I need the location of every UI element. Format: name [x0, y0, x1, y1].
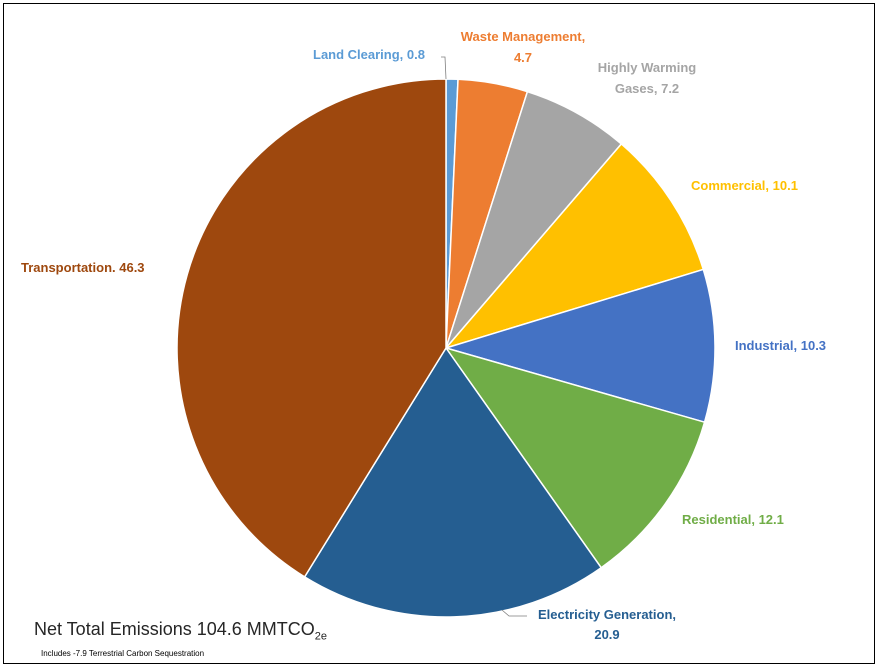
label-line: Land Clearing, 0.8	[313, 47, 425, 62]
net-total-subscript: 2e	[314, 630, 328, 643]
slice-transportation	[176, 78, 447, 578]
label-residential: Residential, 12.1	[682, 512, 784, 527]
net-total-annotation: Net Total Emissions 104.6 MMTCO2e	[34, 619, 327, 643]
label-highly-warming-gases: Highly Warming Gases, 7.2	[598, 60, 697, 96]
label-line: Waste Management,	[461, 29, 586, 44]
label-line: Residential, 12.1	[682, 512, 784, 527]
chart-frame: Land Clearing, 0.8 Waste Management, 4.7 Hi…	[3, 3, 875, 664]
labels-layer: Land Clearing, 0.8 Waste Management, 4.7 Hi…	[21, 29, 826, 642]
label-line: Gases, 7.2	[615, 81, 679, 96]
slices-layer	[176, 78, 716, 618]
label-line: Electricity Generation,	[538, 607, 676, 622]
label-land-clearing: Land Clearing, 0.8	[313, 47, 425, 62]
slice-industrial	[443, 268, 716, 424]
leader-electricity-generation	[501, 609, 527, 617]
net-total-text: Net Total Emissions 104.6 MMTCO	[34, 619, 315, 639]
slice-residential	[444, 346, 706, 569]
leader-land-clearing	[441, 56, 447, 80]
sequestration-note: Includes -7.9 Terrestrial Carbon Sequest…	[41, 649, 205, 658]
label-transportation: Transportation. 46.3	[21, 260, 145, 275]
slice-commercial	[443, 142, 705, 350]
label-line: Commercial, 10.1	[691, 178, 798, 193]
label-line: Transportation. 46.3	[21, 260, 145, 275]
leaders-layer	[441, 56, 527, 617]
label-line: Highly Warming	[598, 60, 697, 75]
label-line: 20.9	[594, 627, 619, 642]
slice-electricity-generation	[303, 346, 603, 618]
label-industrial: Industrial, 10.3	[735, 338, 826, 353]
label-electricity-generation: Electricity Generation, 20.9	[538, 607, 676, 642]
label-line: 4.7	[514, 50, 532, 65]
label-line: Industrial, 10.3	[735, 338, 826, 353]
pie-chart: Land Clearing, 0.8 Waste Management, 4.7 Hi…	[21, 29, 826, 642]
label-commercial: Commercial, 10.1	[691, 178, 798, 193]
label-waste-management: Waste Management, 4.7	[461, 29, 586, 65]
